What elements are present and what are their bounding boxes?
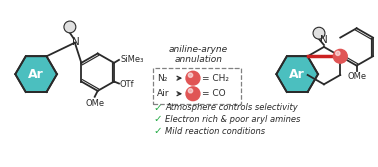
Text: ✓: ✓ <box>153 114 162 124</box>
Text: Ar: Ar <box>28 68 44 81</box>
Text: Ar: Ar <box>289 68 305 81</box>
Circle shape <box>333 49 347 63</box>
Text: ✓: ✓ <box>153 103 162 113</box>
Text: Air: Air <box>157 89 170 98</box>
Text: OMe: OMe <box>85 99 104 108</box>
Text: = CH₂: = CH₂ <box>202 74 229 83</box>
Polygon shape <box>276 56 318 92</box>
Circle shape <box>64 21 76 33</box>
Circle shape <box>186 87 200 101</box>
Circle shape <box>188 89 193 93</box>
Bar <box>153 68 241 104</box>
Text: N: N <box>320 35 328 45</box>
Text: OTf: OTf <box>120 80 135 89</box>
Text: N: N <box>72 37 80 47</box>
Circle shape <box>186 71 200 85</box>
Circle shape <box>336 51 340 55</box>
Text: aniline-aryne
annulation: aniline-aryne annulation <box>169 45 228 64</box>
Text: Atmosphere controls selectivity: Atmosphere controls selectivity <box>165 103 298 112</box>
Circle shape <box>313 27 325 39</box>
Text: = CO: = CO <box>202 89 226 98</box>
Text: Mild reaction conditions: Mild reaction conditions <box>165 127 265 136</box>
Polygon shape <box>15 56 57 92</box>
Text: SiMe₃: SiMe₃ <box>121 55 144 64</box>
Text: ✓: ✓ <box>153 126 162 136</box>
Text: OMe: OMe <box>347 72 366 81</box>
Text: Electron rich & poor aryl amines: Electron rich & poor aryl amines <box>165 115 301 124</box>
Circle shape <box>188 73 193 77</box>
Text: N₂: N₂ <box>157 74 167 83</box>
